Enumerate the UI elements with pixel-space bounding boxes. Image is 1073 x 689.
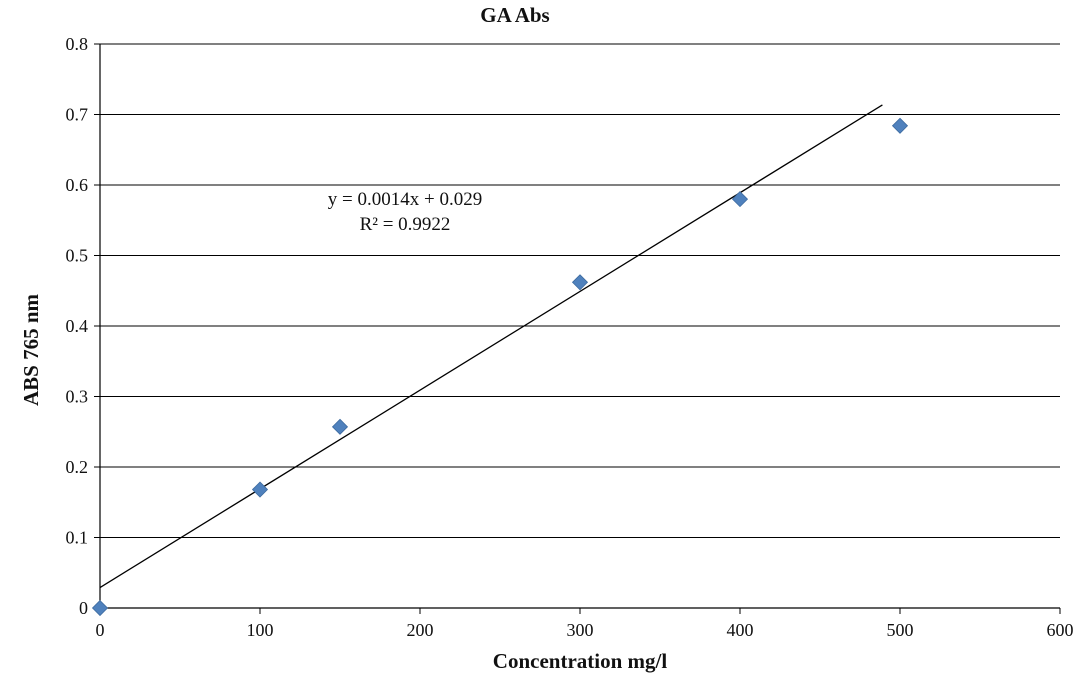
x-axis-title: Concentration mg/l [493, 649, 668, 673]
y-tick-label-3: 0.3 [66, 387, 89, 407]
y-tick-label-0: 0 [79, 598, 88, 618]
x-tick-label-5: 500 [887, 620, 914, 640]
chart-title: GA Abs [480, 3, 549, 27]
data-point-0-0 [91, 599, 109, 617]
x-tick-label-6: 600 [1047, 620, 1073, 640]
x-tick-label-0: 0 [96, 620, 105, 640]
data-point-0-5 [891, 117, 909, 134]
x-tick-label-4: 400 [727, 620, 754, 640]
y-tick-label-2: 0.2 [66, 457, 89, 477]
trendline [99, 104, 883, 589]
x-tick-label-1: 100 [247, 620, 274, 640]
y-tick-label-7: 0.7 [66, 105, 89, 125]
tick-labels: 0 0.1 0.2 0.3 0.4 0.5 0.6 0.7 0.8 0 100 200 300 400 50… [66, 34, 1073, 640]
y-tick-label-6: 0.6 [66, 175, 89, 195]
data-point-0-1 [251, 481, 269, 498]
y-tick-label-5: 0.5 [66, 246, 89, 266]
x-tick-label-3: 300 [567, 620, 594, 640]
x-tick-label-2: 200 [407, 620, 434, 640]
y-tick-label-8: 0.8 [66, 34, 89, 54]
r-squared-label: R² = 0.9922 [360, 214, 451, 235]
data-point-0-2 [331, 418, 349, 435]
data-points [91, 117, 909, 617]
data-point-0-3 [571, 274, 589, 291]
data-point-0-4 [731, 191, 749, 208]
y-tick-label-4: 0.4 [66, 316, 89, 336]
trendline-equation: y = 0.0014x + 0.029 [328, 189, 482, 210]
y-axis-title: ABS 765 nm [19, 293, 43, 406]
grid-lines [100, 43, 1060, 538]
axes [94, 43, 1061, 614]
trendline-layer [99, 104, 883, 589]
y-tick-label-1: 0.1 [66, 528, 89, 548]
